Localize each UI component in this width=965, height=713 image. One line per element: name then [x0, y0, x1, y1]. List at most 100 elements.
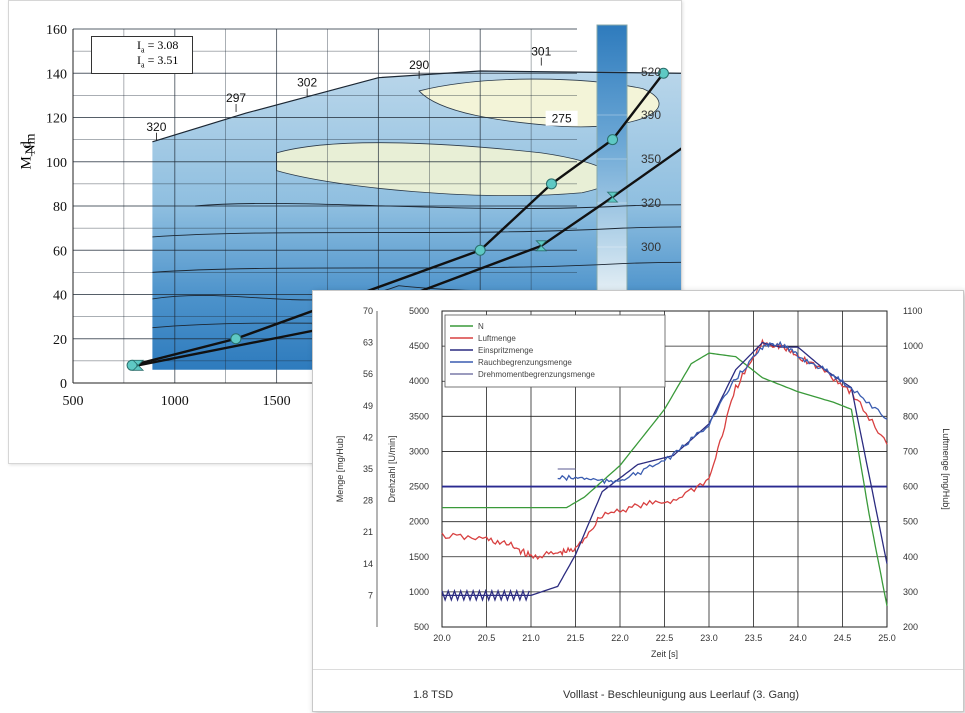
map-x-tick-label: 1000 — [161, 394, 189, 409]
acc-x-tick-label: 20.0 — [433, 633, 451, 643]
map-y-tick-label: 40 — [53, 289, 67, 304]
acc-y2-tick-label: 2500 — [409, 482, 429, 492]
acc-series-line-4 — [557, 340, 888, 485]
acc-y2-tick-label: 2000 — [409, 517, 429, 527]
legend-value: = 3.08 — [144, 38, 179, 52]
acc-y2-tick-label: 500 — [414, 622, 429, 632]
acc-x-tick-label: 22.5 — [656, 633, 674, 643]
map-yunit-text: Nm — [23, 133, 39, 155]
full-load-curve — [152, 70, 681, 143]
map-yunit: Nm — [24, 134, 40, 155]
acc-legend-box — [444, 314, 666, 388]
map-y-tick-label: 140 — [46, 67, 67, 82]
acc-y1-tick-label: 28 — [363, 496, 373, 506]
map-y-tick-label: 0 — [60, 377, 67, 392]
acc-series-line-2 — [441, 338, 888, 561]
acc-legend-label: N — [478, 322, 484, 331]
map-legend — [91, 36, 193, 74]
acc-y2-tick-label: 1500 — [409, 552, 429, 562]
engine-map-card: 275290300320350320297302290301 520390350… — [8, 0, 682, 464]
map-y-tick-label: 80 — [53, 200, 67, 215]
colorbar-label: 300 — [641, 240, 661, 254]
acc-x-tick-label: 24.0 — [789, 633, 807, 643]
acc-y2-tick-label: 4500 — [409, 341, 429, 351]
acc-y3-tick-label: 900 — [903, 376, 918, 386]
acc-idle-ripple — [441, 588, 530, 602]
map-y-tick-label: 160 — [46, 23, 67, 38]
acc-series-line-3 — [442, 341, 888, 597]
map-legend-item-1: Ia = 3.08 — [137, 38, 178, 54]
series-1-marker — [230, 333, 242, 345]
acc-legend-label: Rauchbegrenzungsmenge — [478, 358, 572, 367]
map-y-tick-label: 120 — [46, 112, 67, 127]
acc-y1-axis-label: Menge [mg/Hub] — [335, 436, 345, 503]
acc-x-tick-label: 23.0 — [700, 633, 718, 643]
contour-line — [152, 226, 681, 238]
acc-y3-tick-label: 500 — [903, 517, 918, 527]
acc-y3-tick-label: 300 — [903, 587, 918, 597]
acc-y3-tick-label: 700 — [903, 446, 918, 456]
series-1-marker — [126, 359, 138, 371]
series-2-marker — [535, 240, 548, 252]
acc-x-tick-label: 24.5 — [834, 633, 852, 643]
acc-y2-tick-label: 3500 — [409, 411, 429, 421]
legend-label: I — [137, 53, 141, 67]
acc-y1-tick-label: 42 — [363, 432, 373, 442]
acc-y1-tick-label: 7 — [368, 590, 373, 600]
acc-y3-tick-label: 800 — [903, 411, 918, 421]
acc-y1-tick-label: 21 — [363, 527, 373, 537]
colorbar-label: 390 — [641, 108, 661, 122]
legend-sub: a — [141, 60, 145, 70]
series-2-marker — [132, 359, 145, 371]
colorbar-label: 320 — [641, 196, 661, 210]
map-x-tick-label: 500 — [63, 394, 84, 409]
acc-y2-axis-label: Drehzahl [U/min] — [387, 435, 397, 502]
acc-y3-tick-label: 200 — [903, 622, 918, 632]
series-1-marker — [545, 178, 557, 190]
contour-line — [152, 261, 681, 273]
map-y-tick-label: 100 — [46, 156, 67, 171]
acc-y3-tick-label: 400 — [903, 552, 918, 562]
acc-y1-tick-label: 35 — [363, 464, 373, 474]
acc-y1-tick-label: 49 — [363, 401, 373, 411]
acc-y1-tick-label: 14 — [363, 559, 373, 569]
colorbar-label: 350 — [641, 152, 661, 166]
series-2-marker — [606, 191, 619, 203]
acc-caption-divider — [313, 669, 963, 670]
acc-series-line-1 — [442, 352, 888, 607]
acc-plot-frame — [441, 310, 888, 628]
acc-x-tick-label: 23.5 — [745, 633, 763, 643]
acc-y1-tick-label: 63 — [363, 338, 373, 348]
acc-legend-label: Einspritzmenge — [478, 346, 534, 355]
boundary-label: 320 — [146, 120, 166, 134]
map-x-tick-label: 1500 — [263, 394, 291, 409]
map-y-tick-label: 20 — [53, 333, 67, 348]
acc-x-tick-label: 21.5 — [567, 633, 585, 643]
acc-caption-right: Volllast - Beschleunigung aus Leerlauf (… — [563, 689, 800, 701]
acc-legend-label: Luftmenge — [478, 334, 516, 343]
series-line-2 — [137, 147, 681, 367]
acc-y2-tick-label: 4000 — [409, 376, 429, 386]
series-1-marker — [474, 244, 486, 256]
acc-y2-tick-label: 1000 — [409, 587, 429, 597]
acc-x-tick-label: 21.0 — [522, 633, 540, 643]
legend-label: I — [137, 38, 141, 52]
acc-y3-tick-label: 1000 — [903, 341, 923, 351]
contour-label-box — [545, 110, 578, 126]
boundary-label: 301 — [531, 45, 551, 59]
acc-x-tick-label: 20.5 — [478, 633, 496, 643]
acc-y3-axis-label: Luftmenge [mg/Hub] — [941, 428, 951, 510]
acc-caption-left: 1.8 TSD — [413, 689, 454, 701]
series-1-marker — [657, 67, 669, 79]
map-legend-item-2: Ia = 3.51 — [137, 53, 178, 69]
acc-y2-tick-label: 3000 — [409, 446, 429, 456]
acc-y3-tick-label: 600 — [903, 482, 918, 492]
series-1-marker — [607, 134, 619, 146]
boundary-label: 290 — [409, 58, 429, 72]
boundary-label: 302 — [297, 76, 317, 90]
acceleration-chart: 7 14 21 28 35 42 49 56 63 70 500 1000 1500 2000 2500 30… — [335, 306, 951, 659]
acc-y3-tick-label: 1100 — [903, 306, 922, 316]
series-line-1 — [131, 72, 665, 367]
contour-label: 275 — [552, 112, 572, 126]
acc-x-tick-label: 25.0 — [878, 633, 896, 643]
